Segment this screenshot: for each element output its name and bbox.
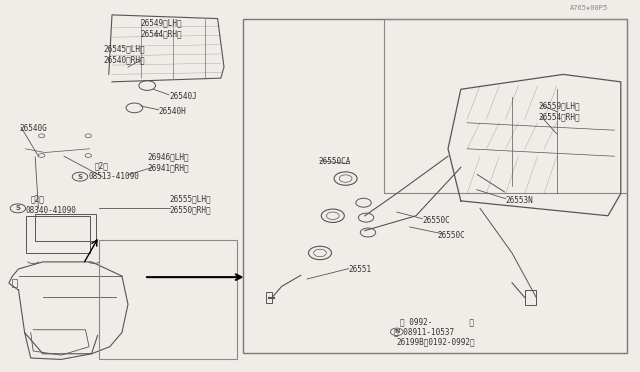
Text: ⓝ 08911-10537: ⓝ 08911-10537 (394, 327, 454, 336)
Text: 26549（LH）: 26549（LH） (141, 19, 182, 28)
Text: 26550C: 26550C (438, 231, 465, 240)
Bar (26, 216, 90, 253)
Text: 26559（LH）: 26559（LH） (539, 102, 580, 110)
Text: 26544（RH）: 26544（RH） (141, 30, 182, 39)
Text: 26551: 26551 (349, 265, 372, 274)
Text: 26555（LH）: 26555（LH） (170, 195, 211, 203)
Text: 26545（LH）: 26545（LH） (104, 45, 145, 54)
Text: 26540J: 26540J (169, 92, 196, 101)
Text: 〨2）: 〨2） (95, 161, 109, 170)
Text: 26550（RH）: 26550（RH） (170, 206, 211, 215)
Text: 08340-41090: 08340-41090 (26, 206, 76, 215)
Text: N: N (394, 329, 399, 334)
Text: 26550C: 26550C (422, 216, 450, 225)
Text: 08513-41090: 08513-41090 (88, 172, 139, 181)
Text: 26540H: 26540H (159, 107, 186, 116)
Text: 26540（RH）: 26540（RH） (104, 56, 145, 65)
Bar (525, 290, 536, 305)
Text: 26554（RH）: 26554（RH） (539, 113, 580, 122)
Text: 〨2）: 〨2） (31, 195, 45, 203)
Text: S: S (15, 205, 20, 211)
Bar (384, 19, 627, 193)
Text: 26540G: 26540G (19, 124, 47, 133)
Text: 26199B［0192-0992］: 26199B［0192-0992］ (397, 338, 476, 347)
Bar (35, 214, 96, 241)
Bar (266, 292, 272, 303)
Text: S: S (77, 174, 83, 180)
Text: 26553N: 26553N (506, 196, 533, 205)
Text: 26946（LH）: 26946（LH） (147, 153, 189, 161)
Bar (13, 279, 17, 287)
Text: ［ 0992-        ］: ［ 0992- ］ (400, 317, 474, 326)
Bar (99, 240, 237, 359)
Text: A765★00P5: A765★00P5 (570, 5, 608, 11)
Text: 26941（RH）: 26941（RH） (147, 164, 189, 173)
Bar (243, 19, 627, 353)
Text: 26550CA: 26550CA (318, 157, 351, 166)
